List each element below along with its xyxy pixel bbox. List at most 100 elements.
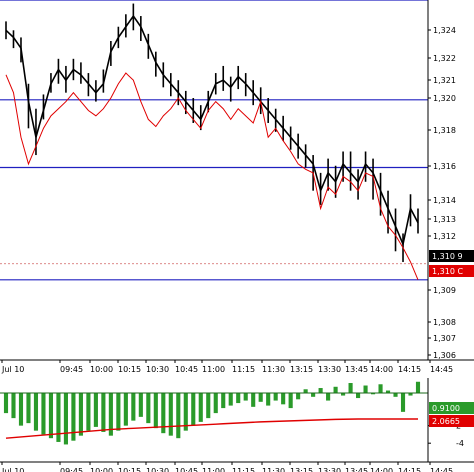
indicator-x-tick-label: 09:45 xyxy=(60,467,83,472)
indicator-x-tick-label: 13:30 xyxy=(318,467,341,472)
main-x-tick-label: 10:30 xyxy=(146,365,169,374)
main-x-tick-label: 09:45 xyxy=(60,365,83,374)
indicator-red-series xyxy=(5,418,418,439)
main-x-tick-label: 13:15 xyxy=(290,365,313,374)
indicator-bars xyxy=(0,381,428,445)
indicator-bar xyxy=(236,393,241,404)
indicator-bar xyxy=(408,393,413,396)
indicator-bar xyxy=(303,389,308,394)
indicator-green-label-text: 0.9100 xyxy=(432,404,460,413)
indicator-x-tick-label: 13:45 xyxy=(345,467,368,472)
indicator-x-tick-label: 14:45 xyxy=(430,467,453,472)
indicator-bar xyxy=(400,393,406,412)
price-label-box xyxy=(429,250,474,262)
red-price-label-text: 1,310 C xyxy=(432,267,463,276)
indicator-bar xyxy=(385,390,391,394)
indicator-bar xyxy=(108,393,113,436)
indicator-bar xyxy=(206,393,211,419)
indicator-bar xyxy=(356,393,361,399)
indicator-bar xyxy=(93,393,98,427)
price-label-text: 1,310 9 xyxy=(432,252,463,261)
indicator-bar xyxy=(161,393,166,434)
main-y-tick-label: 1,313 xyxy=(433,215,456,224)
indicator-x-tick-label: 11:15 xyxy=(232,467,255,472)
indicator-bar xyxy=(41,393,46,435)
indicator-red-label-box xyxy=(429,415,474,427)
indicator-bar xyxy=(370,393,376,395)
indicator-bar xyxy=(33,393,39,431)
main-x-tick-label: 14:00 xyxy=(370,365,393,374)
main-x-tick-label: 13:45 xyxy=(345,365,368,374)
red-price-label-box xyxy=(429,265,474,277)
indicator-x-tick-label: Jul 10 xyxy=(1,467,24,472)
main-y-tick-label: 1,324 xyxy=(433,26,456,35)
indicator-x-tick-label: 11:00 xyxy=(202,467,225,472)
main-y-tick-label: 1,308 xyxy=(433,318,456,327)
indicator-y-tick-label: -4 xyxy=(456,439,464,448)
main-x-tick-label: 13:30 xyxy=(318,365,341,374)
main-y-tick-label: 1,322 xyxy=(433,54,456,63)
indicator-x-tick-label: 14:00 xyxy=(370,467,393,472)
indicator-x-tick-label: 10:30 xyxy=(146,467,169,472)
indicator-bar xyxy=(296,393,301,400)
indicator-bar xyxy=(378,384,383,394)
indicator-bar xyxy=(18,393,24,426)
main-x-tick-label: 10:00 xyxy=(90,365,113,374)
indicator-bar xyxy=(213,393,218,414)
indicator-green-label-box xyxy=(429,402,474,414)
indicator-x-tick-label: 13:15 xyxy=(290,467,313,472)
indicator-bar xyxy=(138,393,143,417)
indicator-x-tick-labels: Jul 10 09:45 10:00 10:15 10:30 10:45 11:00 11:1… xyxy=(1,462,453,472)
main-y-tick-label: 1,320 xyxy=(433,94,456,103)
indicator-bar xyxy=(266,393,271,406)
red-series-line xyxy=(5,72,419,280)
main-x-tick-labels: Jul 10 09:45 10:00 10:15 10:30 10:45 11:00 11:1… xyxy=(1,360,453,374)
indicator-bar xyxy=(48,393,54,439)
main-y-tick-label: 1,306 xyxy=(433,351,456,360)
main-y-tick-label: 1,307 xyxy=(433,334,456,343)
indicator-bar xyxy=(191,393,196,426)
indicator-bar xyxy=(78,393,83,436)
indicator-bar xyxy=(86,393,91,431)
indicator-x-tick-label: 10:45 xyxy=(175,467,198,472)
indicator-bar xyxy=(318,388,323,394)
indicator-bar xyxy=(11,393,16,419)
indicator-bar xyxy=(273,393,278,401)
indicator-bar xyxy=(363,385,368,394)
indicator-red-line xyxy=(5,418,418,439)
indicator-bar xyxy=(26,393,31,424)
indicator-x-tick-label: 14:15 xyxy=(398,467,421,472)
indicator-bar xyxy=(183,393,188,431)
main-y-tick-labels: 1,324 1,322 1,321 1,320 1,318 1,316 1,314 1,313… xyxy=(428,26,456,360)
indicator-bar xyxy=(281,393,286,405)
indicator-bar xyxy=(101,393,106,432)
price-label: 1,310 9 xyxy=(429,250,474,262)
indicator-bar xyxy=(326,393,331,401)
indicator-bar xyxy=(71,393,76,441)
indicator-bar xyxy=(258,393,263,402)
indicator-bar xyxy=(348,383,353,394)
main-x-tick-label: 11:00 xyxy=(202,365,225,374)
indicator-bar xyxy=(123,393,128,426)
main-y-tick-label: 1,321 xyxy=(433,76,456,85)
main-x-tick-label: 11:15 xyxy=(232,365,255,374)
indicator-x-tick-label: 10:15 xyxy=(118,467,141,472)
indicator-bar xyxy=(56,393,61,442)
indicator-bar xyxy=(63,393,68,445)
main-y-tick-label: 1,314 xyxy=(433,196,456,205)
indicator-bar xyxy=(198,393,203,422)
main-level-lines xyxy=(0,0,428,281)
main-x-tick-label: 14:45 xyxy=(430,365,453,374)
main-plot-area xyxy=(0,0,428,360)
indicator-red-label: 2.0665 xyxy=(429,415,474,427)
main-y-tick-label: 1,318 xyxy=(433,126,456,135)
main-x-tick-label: 10:15 xyxy=(118,365,141,374)
main-y-tick-label: 1,312 xyxy=(433,232,456,241)
indicator-bar xyxy=(341,393,346,396)
indicator-x-tick-label: 11:30 xyxy=(262,467,285,472)
indicator-bar xyxy=(146,393,151,424)
indicator-bar xyxy=(228,393,233,406)
indicator-red-label-text: 2.0665 xyxy=(432,417,460,426)
indicator-bar xyxy=(153,393,158,429)
